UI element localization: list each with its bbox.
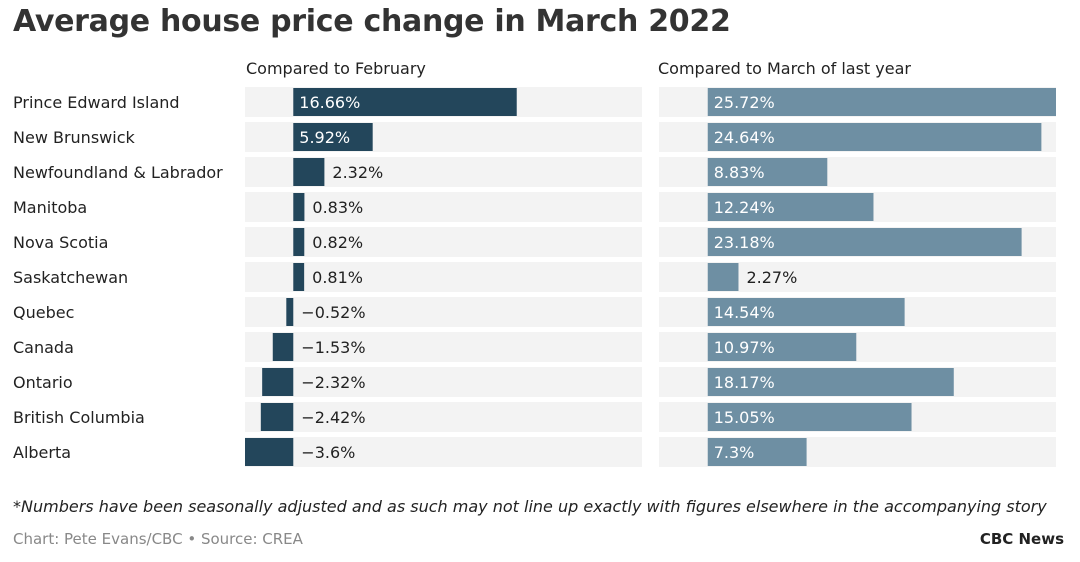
value-label-february: 0.81% [312,268,363,287]
bar-last-year [707,368,954,396]
bar-track [245,262,642,292]
category-label: Newfoundland & Labrador [13,163,223,182]
bar-february [262,368,294,396]
value-label-february: −0.52% [301,303,365,322]
bar-last-year [707,158,828,186]
value-label-february: −2.42% [301,408,365,427]
value-label-february: 0.83% [312,198,363,217]
category-label: Quebec [13,303,74,322]
bar-last-year [707,438,807,466]
value-label-february: 0.82% [312,233,363,252]
bar-february [293,88,517,116]
value-label-last-year: 8.83% [714,163,765,182]
category-label: Nova Scotia [13,233,108,252]
category-label: New Brunswick [13,128,135,147]
bar-february [293,228,305,256]
bar-chart: Prince Edward Island New Brunswick Newfoun… [13,87,1056,467]
bar-last-year [707,228,1022,256]
value-label-last-year: 2.27% [746,268,797,287]
value-label-february: −3.6% [301,443,355,462]
bar-february [245,438,294,466]
bar-track [245,192,642,222]
brand-logo-text: CBC News [979,530,1064,548]
value-label-last-year: 7.3% [714,443,755,462]
bar-last-year [707,263,739,291]
category-label: British Columbia [13,408,145,427]
value-label-last-year: 14.54% [714,303,775,322]
value-label-february: 2.32% [332,163,383,182]
bar-february [293,193,305,221]
category-label: Canada [13,338,74,357]
bar-last-year [707,88,1056,116]
bar-track [245,332,642,362]
value-label-february: 16.66% [299,93,360,112]
bar-track [245,402,642,432]
chart-credit: Chart: Pete Evans/CBC • Source: CREA [13,530,303,548]
bar-february [260,403,294,431]
panel-heading-last-year: Compared to March of last year [658,59,911,78]
bar-last-year [707,333,857,361]
value-label-february: −2.32% [301,373,365,392]
category-label: Ontario [13,373,73,392]
category-label: Prince Edward Island [13,93,180,112]
chart-title: Average house price change in March 2022 [13,4,731,39]
value-label-last-year: 24.64% [714,128,775,147]
value-label-last-year: 18.17% [714,373,775,392]
bar-track [245,227,642,257]
bar-track [245,367,642,397]
value-label-last-year: 10.97% [714,338,775,357]
bar-february [272,333,294,361]
bar-track [245,437,642,467]
value-label-february: −1.53% [301,338,365,357]
value-label-last-year: 15.05% [714,408,775,427]
bar-last-year [707,298,905,326]
bar-track [245,297,642,327]
bar-february [286,298,294,326]
category-label: Alberta [13,443,71,462]
category-label: Saskatchewan [13,268,128,287]
value-label-february: 5.92% [299,128,350,147]
bar-last-year [707,403,912,431]
value-label-last-year: 23.18% [714,233,775,252]
bar-last-year [707,123,1042,151]
bar-february [293,123,373,151]
value-label-last-year: 25.72% [714,93,775,112]
footnote: *Numbers have been seasonally adjusted a… [13,497,1047,516]
bar-last-year [707,193,874,221]
category-label: Manitoba [13,198,87,217]
panel-heading-february: Compared to February [246,59,426,78]
bar-february [293,158,325,186]
bar-february [293,263,305,291]
value-label-last-year: 12.24% [714,198,775,217]
